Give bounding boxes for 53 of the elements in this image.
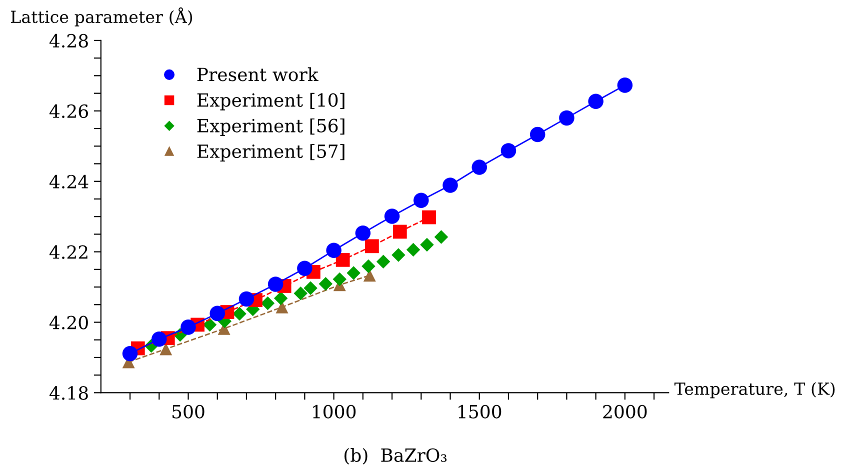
y-tick-label: 4.22 — [49, 245, 88, 259]
legend-label: Experiment [56] — [197, 118, 344, 136]
point — [232, 306, 246, 321]
point — [318, 276, 333, 291]
point — [559, 110, 574, 126]
point — [210, 306, 226, 322]
point — [362, 259, 376, 274]
y-tick-label: 4.20 — [49, 316, 88, 330]
point — [384, 208, 400, 224]
point — [442, 178, 458, 193]
point — [530, 126, 546, 142]
point — [336, 252, 350, 267]
legend-label: Present work — [197, 67, 318, 82]
text: (b) BaZrO₃ — [344, 448, 447, 465]
point — [260, 296, 275, 310]
point — [414, 192, 429, 208]
legend-label: Experiment [57] — [197, 144, 344, 162]
point — [617, 78, 633, 93]
x-tick-label: 1000 — [313, 404, 356, 418]
point — [332, 272, 347, 286]
point — [294, 286, 308, 300]
x-tick-label: 1500 — [458, 404, 502, 418]
legend-label: Experiment [10] — [197, 92, 344, 110]
point — [238, 291, 254, 307]
point — [152, 332, 167, 347]
point — [346, 266, 360, 280]
point — [422, 210, 436, 224]
point — [122, 346, 138, 362]
point — [434, 230, 448, 244]
point — [180, 320, 196, 335]
point — [392, 248, 406, 262]
x-tick-label: 500 — [172, 404, 204, 418]
x-tick-label: 2000 — [603, 404, 647, 418]
point — [392, 224, 407, 239]
point — [420, 238, 434, 252]
point — [376, 254, 390, 269]
point — [588, 94, 604, 110]
y-tick-label: 4.18 — [49, 386, 88, 400]
point — [304, 281, 318, 295]
point — [355, 225, 371, 241]
point — [297, 260, 312, 276]
point — [274, 291, 288, 306]
y-tick-label: 4.24 — [49, 174, 88, 188]
point — [472, 160, 488, 175]
x-axis-title: Temperature, T (K) — [674, 382, 835, 398]
point — [500, 143, 516, 158]
y-tick-label: 4.26 — [49, 104, 88, 118]
point — [406, 242, 420, 257]
y-tick-label: 4.28 — [49, 34, 88, 48]
y-axis-title: Lattice parameter (Å) — [11, 7, 192, 26]
point — [365, 239, 379, 254]
point — [268, 276, 284, 292]
point — [326, 242, 342, 258]
